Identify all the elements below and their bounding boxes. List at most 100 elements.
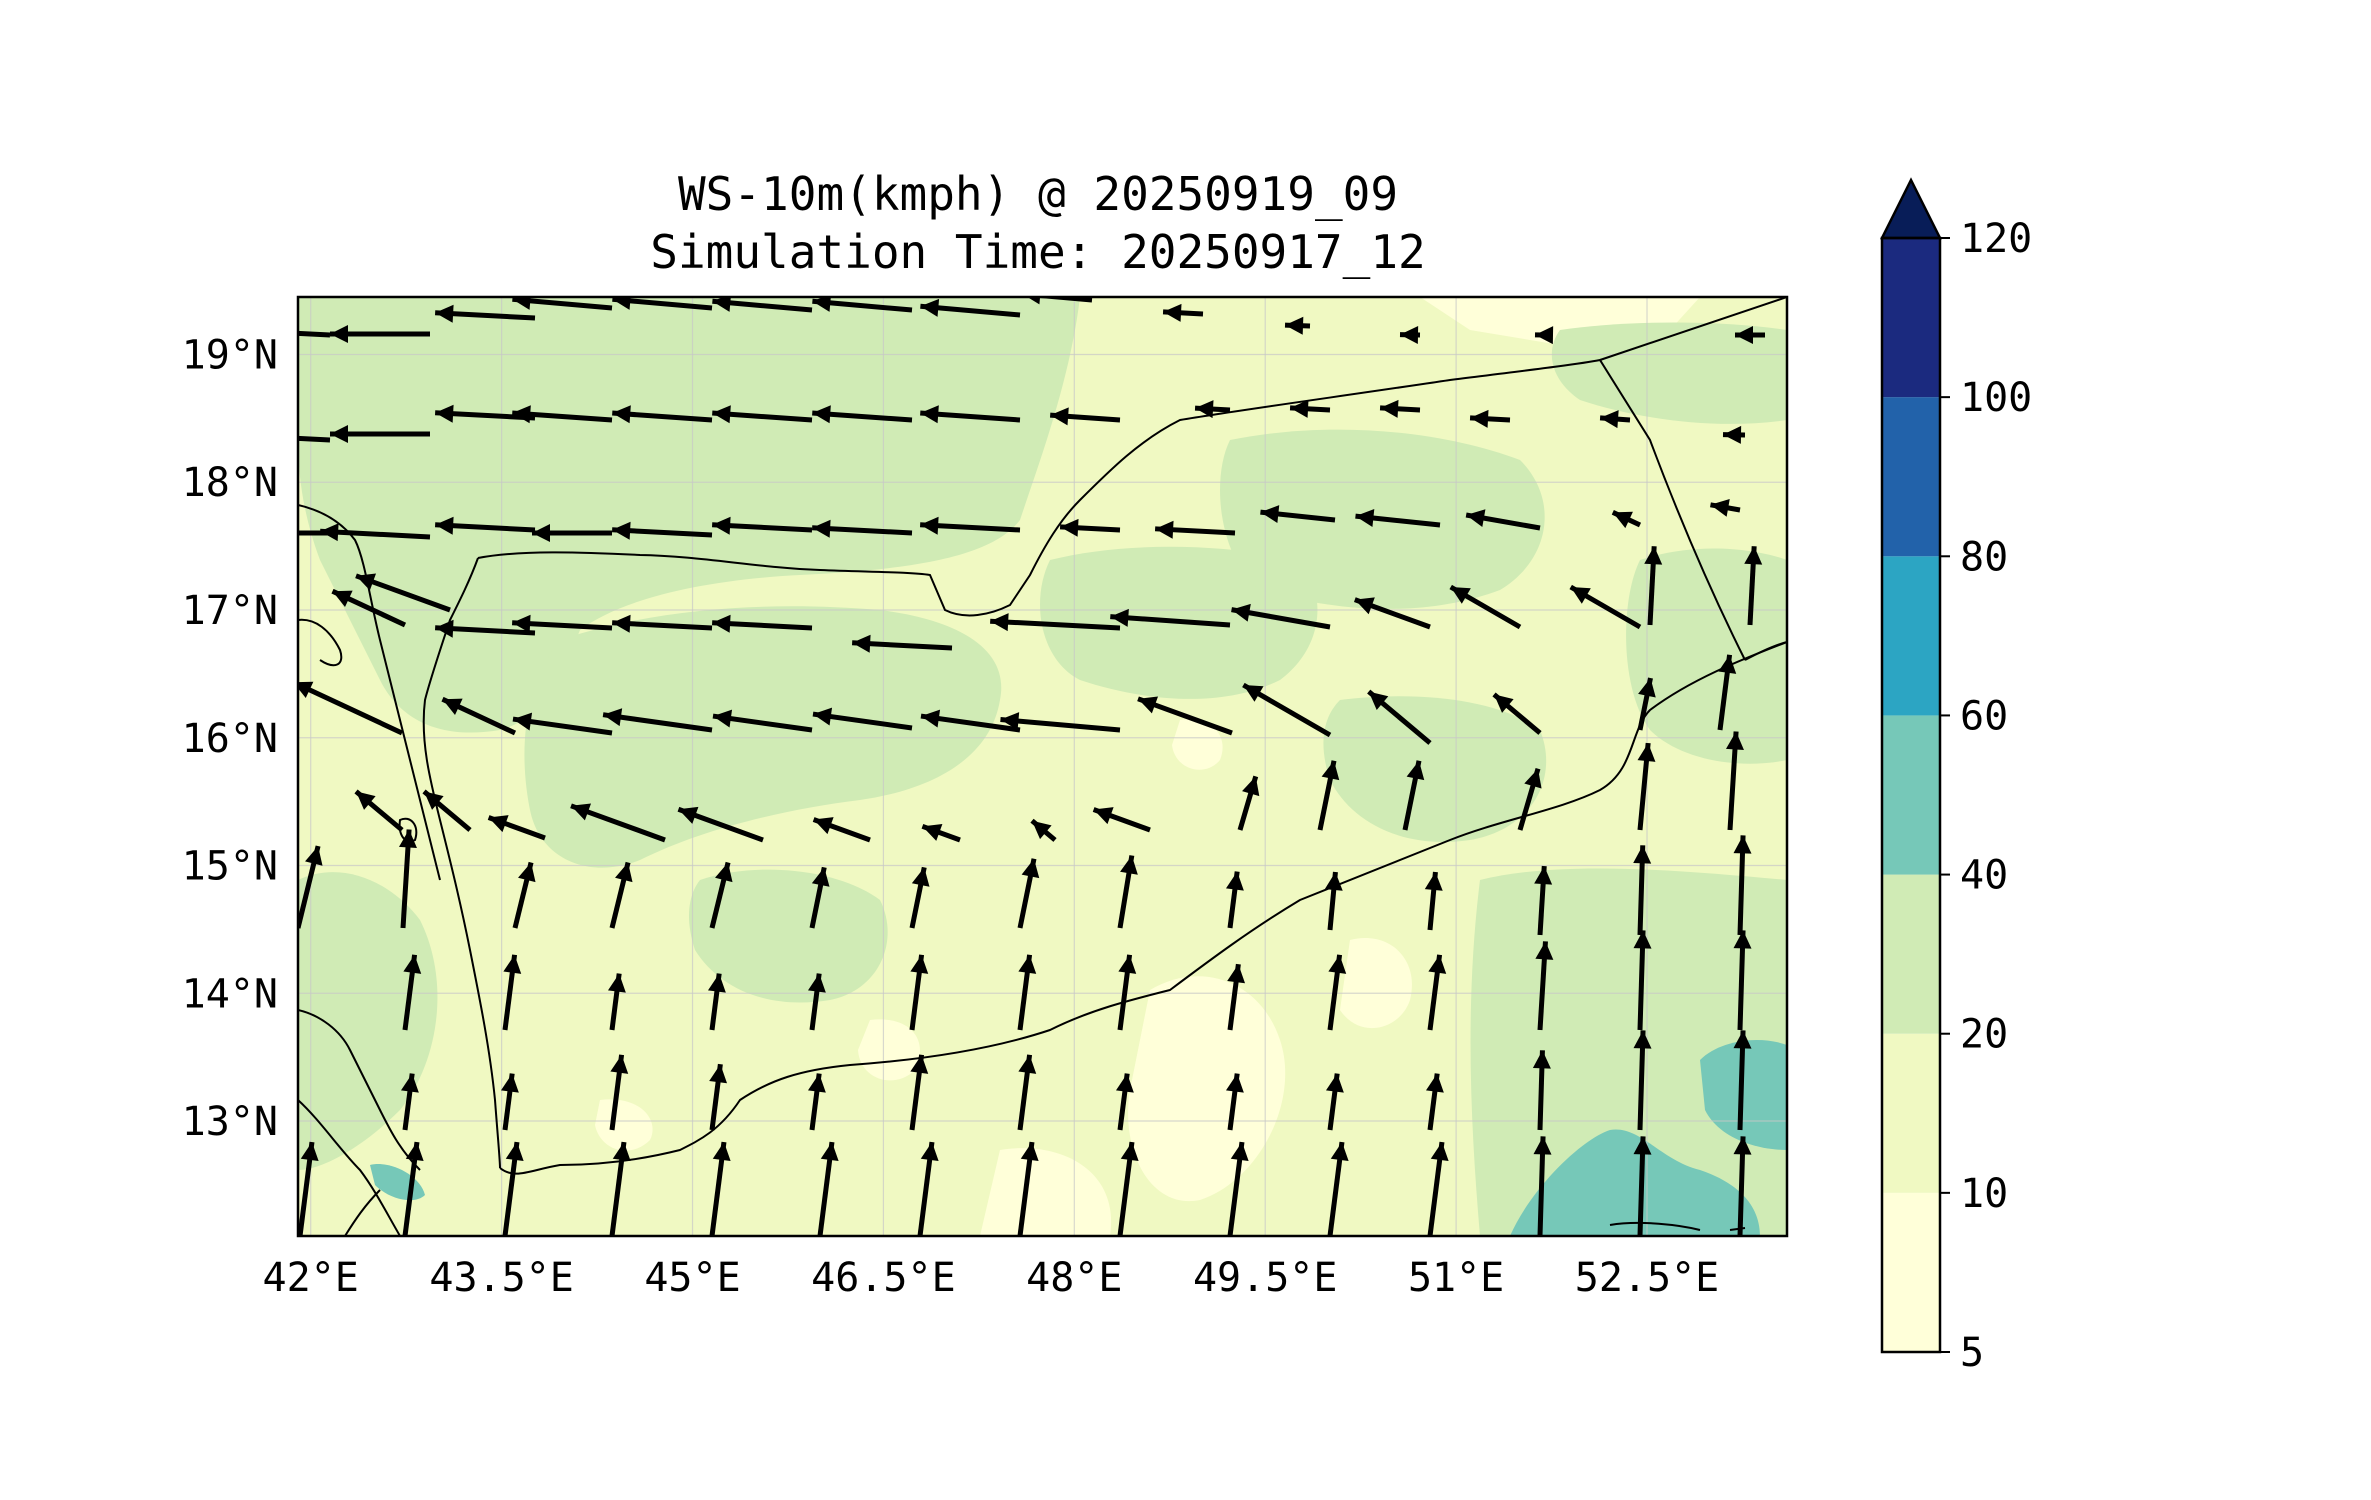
wind-arrow bbox=[330, 425, 430, 443]
wind-arrow bbox=[920, 298, 1021, 318]
wind-arrow bbox=[1735, 326, 1765, 344]
lat-tick-label: 17°N bbox=[182, 588, 278, 634]
wind-arrow bbox=[402, 954, 422, 1031]
wind-arrow bbox=[1427, 1141, 1449, 1236]
wind-arrow bbox=[1324, 871, 1343, 931]
wind-arrow bbox=[1027, 297, 1093, 305]
wind-arrow bbox=[435, 404, 536, 423]
wind-arrow bbox=[402, 1141, 424, 1236]
wind-arrow bbox=[512, 297, 613, 311]
wind-arrow bbox=[1110, 608, 1231, 628]
wind-arrow bbox=[298, 435, 331, 443]
wind-arrow bbox=[1533, 1136, 1552, 1236]
lon-tick-label: 52.5°E bbox=[1575, 1255, 1720, 1301]
wind-arrow bbox=[1154, 520, 1236, 539]
wind-arrow bbox=[435, 304, 536, 323]
wind-arrow bbox=[1637, 677, 1656, 731]
colorbar-tick-label: 60 bbox=[1960, 693, 2008, 739]
wind-arrow bbox=[1569, 584, 1642, 630]
colorbar-segment bbox=[1882, 556, 1940, 716]
wind-arrow bbox=[1353, 597, 1431, 630]
wind-arrow bbox=[609, 1141, 631, 1236]
wind-arrow bbox=[712, 297, 813, 313]
djibouti-coast bbox=[344, 1189, 381, 1236]
wind-arrow bbox=[712, 405, 813, 424]
wind-arrow bbox=[1465, 509, 1541, 531]
colorbar-tick-label: 100 bbox=[1960, 375, 2032, 421]
wind-arrow bbox=[1317, 760, 1340, 831]
wind-arrow bbox=[354, 789, 404, 832]
wind-arrow bbox=[612, 405, 713, 424]
wind-arrow bbox=[1194, 400, 1231, 419]
wind-arrow bbox=[331, 588, 407, 628]
wind-arrow bbox=[807, 973, 826, 1031]
latitude-ticks: 19°N 18°N 17°N 16°N 15°N 14°N 13°N bbox=[182, 332, 278, 1145]
wind-arrow bbox=[852, 634, 953, 653]
wind-arrow bbox=[1017, 858, 1040, 929]
colorbar-segment bbox=[1882, 397, 1940, 557]
wind-arrow bbox=[320, 523, 431, 542]
colorbar-segment bbox=[1882, 1033, 1940, 1193]
wind-arrow bbox=[512, 861, 536, 929]
wind-arrow bbox=[909, 866, 930, 929]
colorbar-tick-label: 80 bbox=[1960, 534, 2008, 580]
wind-arrow bbox=[677, 806, 764, 843]
lat-tick-label: 13°N bbox=[182, 1099, 278, 1145]
wind-arrow bbox=[355, 573, 451, 613]
lon-tick-label: 46.5°E bbox=[811, 1255, 956, 1301]
lat-tick-label: 19°N bbox=[182, 332, 278, 378]
wind-arrow bbox=[532, 524, 612, 542]
wind-arrow bbox=[435, 619, 536, 638]
wind-arrow bbox=[1017, 954, 1037, 1031]
lat-tick-label: 18°N bbox=[182, 460, 278, 506]
wind-arrow bbox=[1117, 954, 1137, 1031]
colorbar-segment bbox=[1882, 1192, 1940, 1352]
wind-arrow bbox=[398, 829, 417, 929]
wind-arrow bbox=[1449, 584, 1522, 630]
wind-arrow bbox=[612, 614, 713, 633]
wind-arrow bbox=[1225, 871, 1244, 929]
fill-band-20-40 bbox=[298, 297, 1787, 1236]
wind-arrow bbox=[1017, 1141, 1039, 1236]
wind-arrow bbox=[712, 709, 813, 733]
wind-arrow bbox=[1227, 963, 1246, 1031]
lat-tick-label: 14°N bbox=[182, 971, 278, 1017]
wind-arrow bbox=[422, 789, 472, 832]
wind-arrow bbox=[1325, 1073, 1344, 1131]
wind-arrow bbox=[298, 530, 330, 536]
wind-arrow bbox=[1117, 855, 1138, 929]
wind-arrow bbox=[1399, 325, 1421, 344]
wind-arrow bbox=[512, 614, 613, 633]
wind-arrow bbox=[1425, 1073, 1444, 1131]
colorbar-tick-label: 120 bbox=[1960, 216, 2032, 262]
wind-vectors bbox=[298, 297, 1765, 1236]
wind-arrow bbox=[609, 861, 633, 929]
wind-arrow bbox=[712, 516, 813, 535]
wind-arrow bbox=[512, 712, 613, 736]
wind-arrow bbox=[1725, 731, 1744, 831]
colorbar-extend-arrow bbox=[1879, 177, 1943, 240]
wind-arrow bbox=[1733, 1136, 1752, 1236]
wind-arrow bbox=[1424, 871, 1443, 931]
saudi-oman-border-north bbox=[1599, 297, 1787, 361]
wind-arrow bbox=[1260, 505, 1336, 523]
wind-arrow bbox=[298, 681, 404, 736]
wind-arrow bbox=[1115, 1073, 1134, 1131]
wind-arrow bbox=[1427, 954, 1447, 1031]
wind-arrow bbox=[1633, 1136, 1652, 1236]
wind-arrow bbox=[1717, 654, 1737, 731]
wind-arrow bbox=[612, 521, 713, 540]
colorbar: 5 10 20 40 60 80 100 120 bbox=[1879, 177, 2032, 1376]
wind-arrow bbox=[1534, 865, 1553, 936]
wind-arrow bbox=[1633, 1030, 1652, 1131]
colorbar-segment bbox=[1882, 238, 1940, 398]
wind-arrow bbox=[607, 973, 626, 1031]
wind-arrow bbox=[609, 1054, 629, 1131]
wind-arrow bbox=[1059, 518, 1121, 537]
colorbar-tick-label: 20 bbox=[1960, 1012, 2008, 1058]
wind-arrow bbox=[1534, 326, 1554, 345]
colorbar-tick-label: 5 bbox=[1960, 1330, 1984, 1376]
wind-arrow bbox=[1092, 807, 1151, 833]
wind-arrow bbox=[809, 866, 830, 929]
